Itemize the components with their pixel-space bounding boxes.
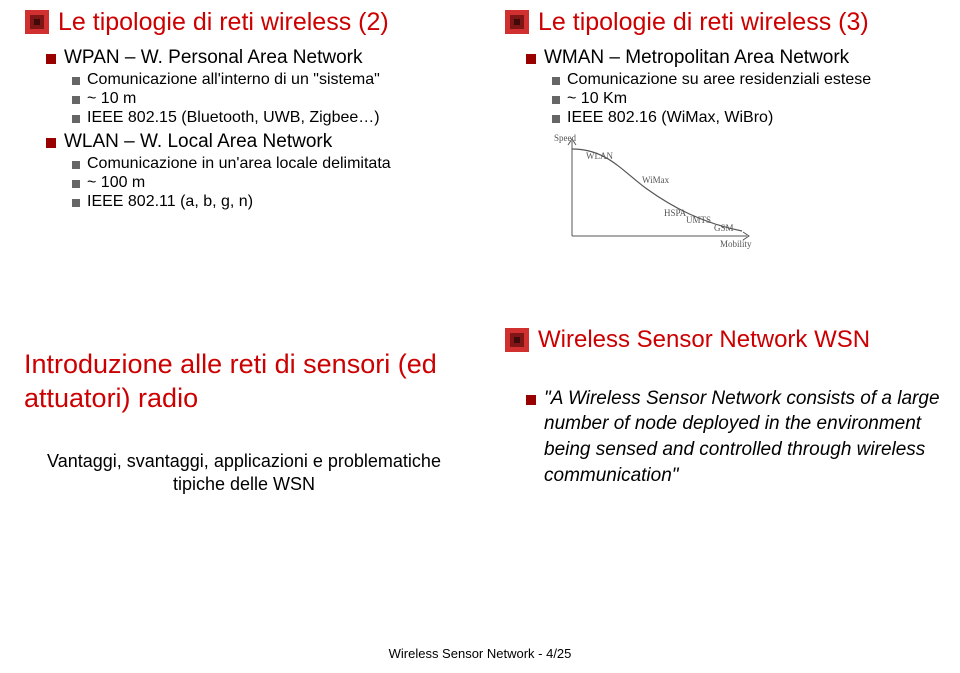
bullet-label: WPAN – W. Personal Area Network: [64, 47, 362, 69]
speed-mobility-chart: Speed Mobility WLAN WiMax HSPAUMTSGSM: [552, 131, 944, 256]
subbullet-label: ~ 100 m: [87, 174, 145, 192]
svg-text:WLAN: WLAN: [586, 151, 613, 161]
bullet-quote: "A Wireless Sensor Network consists of a…: [526, 386, 944, 489]
subbullet-label: IEEE 802.16 (WiMax, WiBro): [567, 109, 773, 127]
subbullet: Comunicazione in un'area locale delimita…: [72, 155, 464, 173]
slide-subtitle: Vantaggi, svantaggi, applicazioni e prob…: [24, 450, 464, 497]
slide-wsn-definition: Wireless Sensor Network WSN "A Wireless …: [480, 300, 960, 610]
subbullet-label: ~ 10 m: [87, 90, 136, 108]
bullet-wpan: WPAN – W. Personal Area Network: [46, 47, 464, 69]
title-row: Le tipologie di reti wireless (3): [504, 8, 944, 37]
svg-text:WiMax: WiMax: [642, 175, 670, 185]
subbullet: ~ 10 Km: [552, 90, 944, 108]
subbullet-label: IEEE 802.15 (Bluetooth, UWB, Zigbee…): [87, 109, 380, 127]
subbullet: Comunicazione su aree residenziali estes…: [552, 71, 944, 89]
quote-text: "A Wireless Sensor Network consists of a…: [544, 386, 944, 489]
slide-grid: Le tipologie di reti wireless (2) WPAN –…: [0, 0, 960, 610]
slide-body: WPAN – W. Personal Area Network Comunica…: [24, 47, 464, 211]
subbullet: ~ 100 m: [72, 174, 464, 192]
subbullet-label: Comunicazione in un'area locale delimita…: [87, 155, 391, 173]
svg-text:HSPA: HSPA: [664, 208, 687, 218]
bullet-label: WMAN – Metropolitan Area Network: [544, 47, 849, 69]
title-bullet-icon: [504, 9, 530, 35]
svg-text:UMTS: UMTS: [686, 215, 711, 225]
slide-wireless-types-3: Le tipologie di reti wireless (3) WMAN –…: [480, 0, 960, 300]
slide-title: Le tipologie di reti wireless (2): [58, 8, 389, 37]
subbullet: IEEE 802.11 (a, b, g, n): [72, 193, 464, 211]
slide-title: Wireless Sensor Network WSN: [538, 326, 870, 354]
slide-intro-wsn: Introduzione alle reti di sensori (ed at…: [0, 300, 480, 610]
slide-body: WMAN – Metropolitan Area Network Comunic…: [504, 47, 944, 256]
title-bullet-icon: [24, 9, 50, 35]
slide-title: Le tipologie di reti wireless (3): [538, 8, 869, 37]
subbullet: IEEE 802.15 (Bluetooth, UWB, Zigbee…): [72, 109, 464, 127]
slide-wireless-types-2: Le tipologie di reti wireless (2) WPAN –…: [0, 0, 480, 300]
subbullet-label: Comunicazione su aree residenziali estes…: [567, 71, 871, 89]
svg-text:Speed: Speed: [554, 133, 576, 143]
bullet-wlan: WLAN – W. Local Area Network: [46, 131, 464, 153]
subbullet-label: Comunicazione all'interno di un "sistema…: [87, 71, 380, 89]
subbullet: IEEE 802.16 (WiMax, WiBro): [552, 109, 944, 127]
subbullet: ~ 10 m: [72, 90, 464, 108]
title-row: Wireless Sensor Network WSN: [504, 326, 944, 354]
subbullet: Comunicazione all'interno di un "sistema…: [72, 71, 464, 89]
svg-text:Mobility: Mobility: [720, 239, 752, 249]
title-row: Le tipologie di reti wireless (2): [24, 8, 464, 37]
subbullet-label: ~ 10 Km: [567, 90, 627, 108]
bullet-label: WLAN – W. Local Area Network: [64, 131, 332, 153]
bullet-wman: WMAN – Metropolitan Area Network: [526, 47, 944, 69]
subbullet-label: IEEE 802.11 (a, b, g, n): [87, 193, 253, 211]
svg-text:GSM: GSM: [714, 223, 734, 233]
slide-body: "A Wireless Sensor Network consists of a…: [504, 364, 944, 489]
slide-title: Introduzione alle reti di sensori (ed at…: [24, 348, 464, 416]
title-bullet-icon: [504, 327, 530, 353]
page-footer: Wireless Sensor Network - 4/25: [0, 646, 960, 661]
